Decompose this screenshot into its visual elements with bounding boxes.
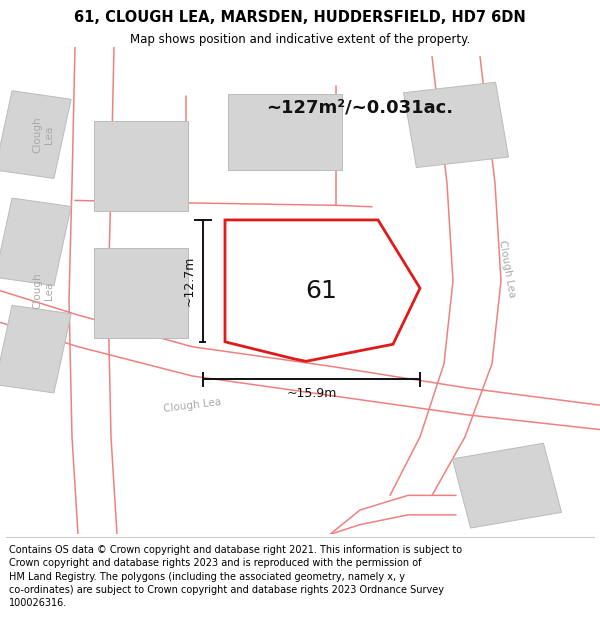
Polygon shape <box>403 82 509 168</box>
Polygon shape <box>0 91 71 179</box>
Text: Clough Lea: Clough Lea <box>163 397 221 414</box>
Text: ~15.9m: ~15.9m <box>286 388 337 401</box>
Polygon shape <box>0 305 71 393</box>
Text: Clough
Lea: Clough Lea <box>32 116 54 153</box>
Text: Contains OS data © Crown copyright and database right 2021. This information is : Contains OS data © Crown copyright and d… <box>9 545 462 608</box>
Polygon shape <box>452 443 562 528</box>
Text: Clough Lea: Clough Lea <box>497 239 517 298</box>
Text: Clough
Lea: Clough Lea <box>32 272 54 309</box>
Text: 61, CLOUGH LEA, MARSDEN, HUDDERSFIELD, HD7 6DN: 61, CLOUGH LEA, MARSDEN, HUDDERSFIELD, H… <box>74 10 526 25</box>
Polygon shape <box>94 248 187 338</box>
Text: ~127m²/~0.031ac.: ~127m²/~0.031ac. <box>266 99 454 117</box>
Polygon shape <box>228 94 342 170</box>
Text: ~12.7m: ~12.7m <box>183 256 196 306</box>
Text: Map shows position and indicative extent of the property.: Map shows position and indicative extent… <box>130 32 470 46</box>
Text: 61: 61 <box>305 279 337 302</box>
Polygon shape <box>0 198 71 286</box>
Polygon shape <box>94 121 187 211</box>
Polygon shape <box>225 220 420 361</box>
